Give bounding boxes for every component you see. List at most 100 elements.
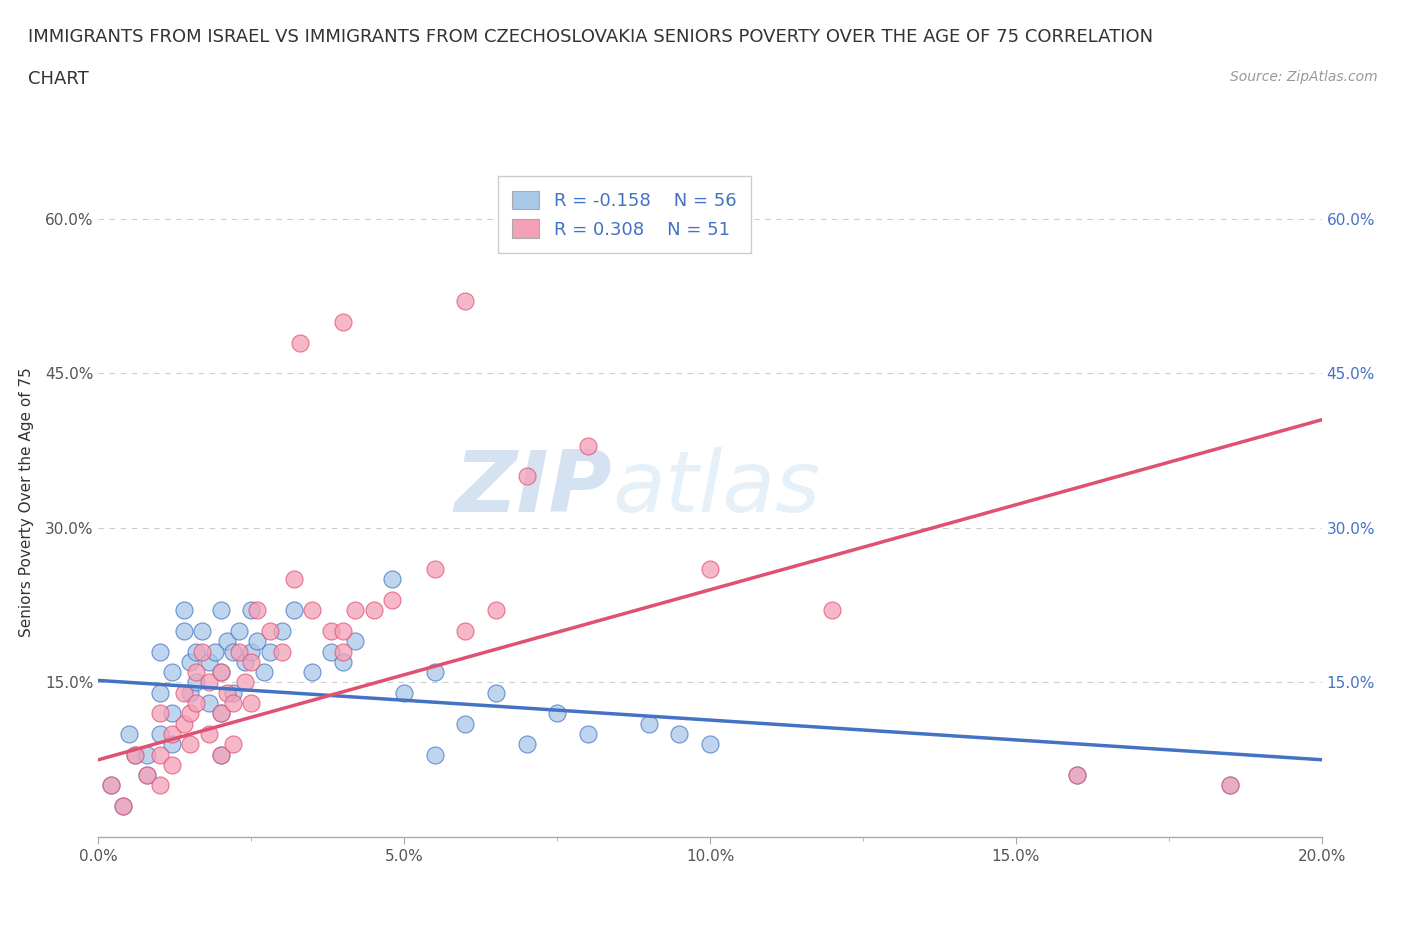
Point <box>259 644 281 659</box>
Point <box>209 747 232 762</box>
Point <box>270 623 292 638</box>
Point <box>197 675 219 690</box>
Point <box>149 726 172 741</box>
Point <box>197 696 219 711</box>
Point <box>149 644 172 659</box>
Point <box>259 623 281 638</box>
Point <box>222 644 245 659</box>
Point <box>209 603 232 618</box>
Point <box>215 685 238 700</box>
Point <box>228 623 250 638</box>
Point <box>160 706 183 721</box>
Text: atlas: atlas <box>612 447 820 530</box>
Point <box>215 634 238 649</box>
Point <box>319 644 342 659</box>
Point <box>149 685 172 700</box>
Point <box>191 644 214 659</box>
Text: CHART: CHART <box>28 70 89 87</box>
Point <box>1066 768 1088 783</box>
Point <box>173 623 195 638</box>
Point <box>186 665 208 680</box>
Point <box>699 562 721 577</box>
Point <box>186 696 208 711</box>
Point <box>173 685 195 700</box>
Point <box>209 747 232 762</box>
Point <box>454 716 477 731</box>
Point <box>136 747 159 762</box>
Point <box>485 685 508 700</box>
Point <box>240 603 263 618</box>
Point <box>160 665 183 680</box>
Point <box>1066 768 1088 783</box>
Point <box>179 655 201 670</box>
Point <box>160 726 183 741</box>
Point <box>821 603 844 618</box>
Point <box>423 562 446 577</box>
Point <box>228 644 250 659</box>
Point <box>344 634 367 649</box>
Point <box>1219 778 1241 793</box>
Legend: Immigrants from Israel, Immigrants from Czechoslovakia: Immigrants from Israel, Immigrants from … <box>391 926 1029 930</box>
Point <box>197 655 219 670</box>
Point <box>100 778 122 793</box>
Point <box>179 706 201 721</box>
Point <box>454 623 477 638</box>
Point <box>485 603 508 618</box>
Point <box>423 665 446 680</box>
Point <box>149 747 172 762</box>
Point <box>204 644 226 659</box>
Point <box>186 675 208 690</box>
Point <box>160 757 183 772</box>
Point <box>290 335 312 350</box>
Point <box>246 603 269 618</box>
Point <box>222 685 245 700</box>
Point <box>136 768 159 783</box>
Point <box>111 799 134 814</box>
Point <box>240 696 263 711</box>
Point <box>516 469 538 484</box>
Point <box>332 644 354 659</box>
Point <box>118 726 141 741</box>
Point <box>332 623 354 638</box>
Point <box>233 675 256 690</box>
Point <box>392 685 416 700</box>
Point <box>363 603 385 618</box>
Point <box>423 747 446 762</box>
Point <box>332 655 354 670</box>
Point <box>381 592 404 607</box>
Point <box>546 706 568 721</box>
Point <box>240 644 263 659</box>
Text: Source: ZipAtlas.com: Source: ZipAtlas.com <box>1230 70 1378 84</box>
Point <box>209 665 232 680</box>
Point <box>222 696 245 711</box>
Point <box>283 603 305 618</box>
Point <box>454 294 477 309</box>
Point <box>332 314 354 329</box>
Point <box>149 706 172 721</box>
Point <box>209 706 232 721</box>
Point <box>209 665 232 680</box>
Point <box>179 737 201 751</box>
Point <box>1219 778 1241 793</box>
Point <box>381 572 404 587</box>
Point <box>301 665 323 680</box>
Point <box>319 623 342 638</box>
Point <box>699 737 721 751</box>
Text: ZIP: ZIP <box>454 447 612 530</box>
Point <box>637 716 661 731</box>
Point <box>149 778 172 793</box>
Point <box>186 644 208 659</box>
Point <box>124 747 146 762</box>
Text: IMMIGRANTS FROM ISRAEL VS IMMIGRANTS FROM CZECHOSLOVAKIA SENIORS POVERTY OVER TH: IMMIGRANTS FROM ISRAEL VS IMMIGRANTS FRO… <box>28 28 1153 46</box>
Point <box>233 655 256 670</box>
Point <box>576 726 599 741</box>
Point <box>283 572 305 587</box>
Point <box>246 634 269 649</box>
Point <box>301 603 323 618</box>
Point <box>222 737 245 751</box>
Point <box>344 603 367 618</box>
Point <box>100 778 122 793</box>
Point <box>160 737 183 751</box>
Point <box>576 438 599 453</box>
Point <box>209 706 232 721</box>
